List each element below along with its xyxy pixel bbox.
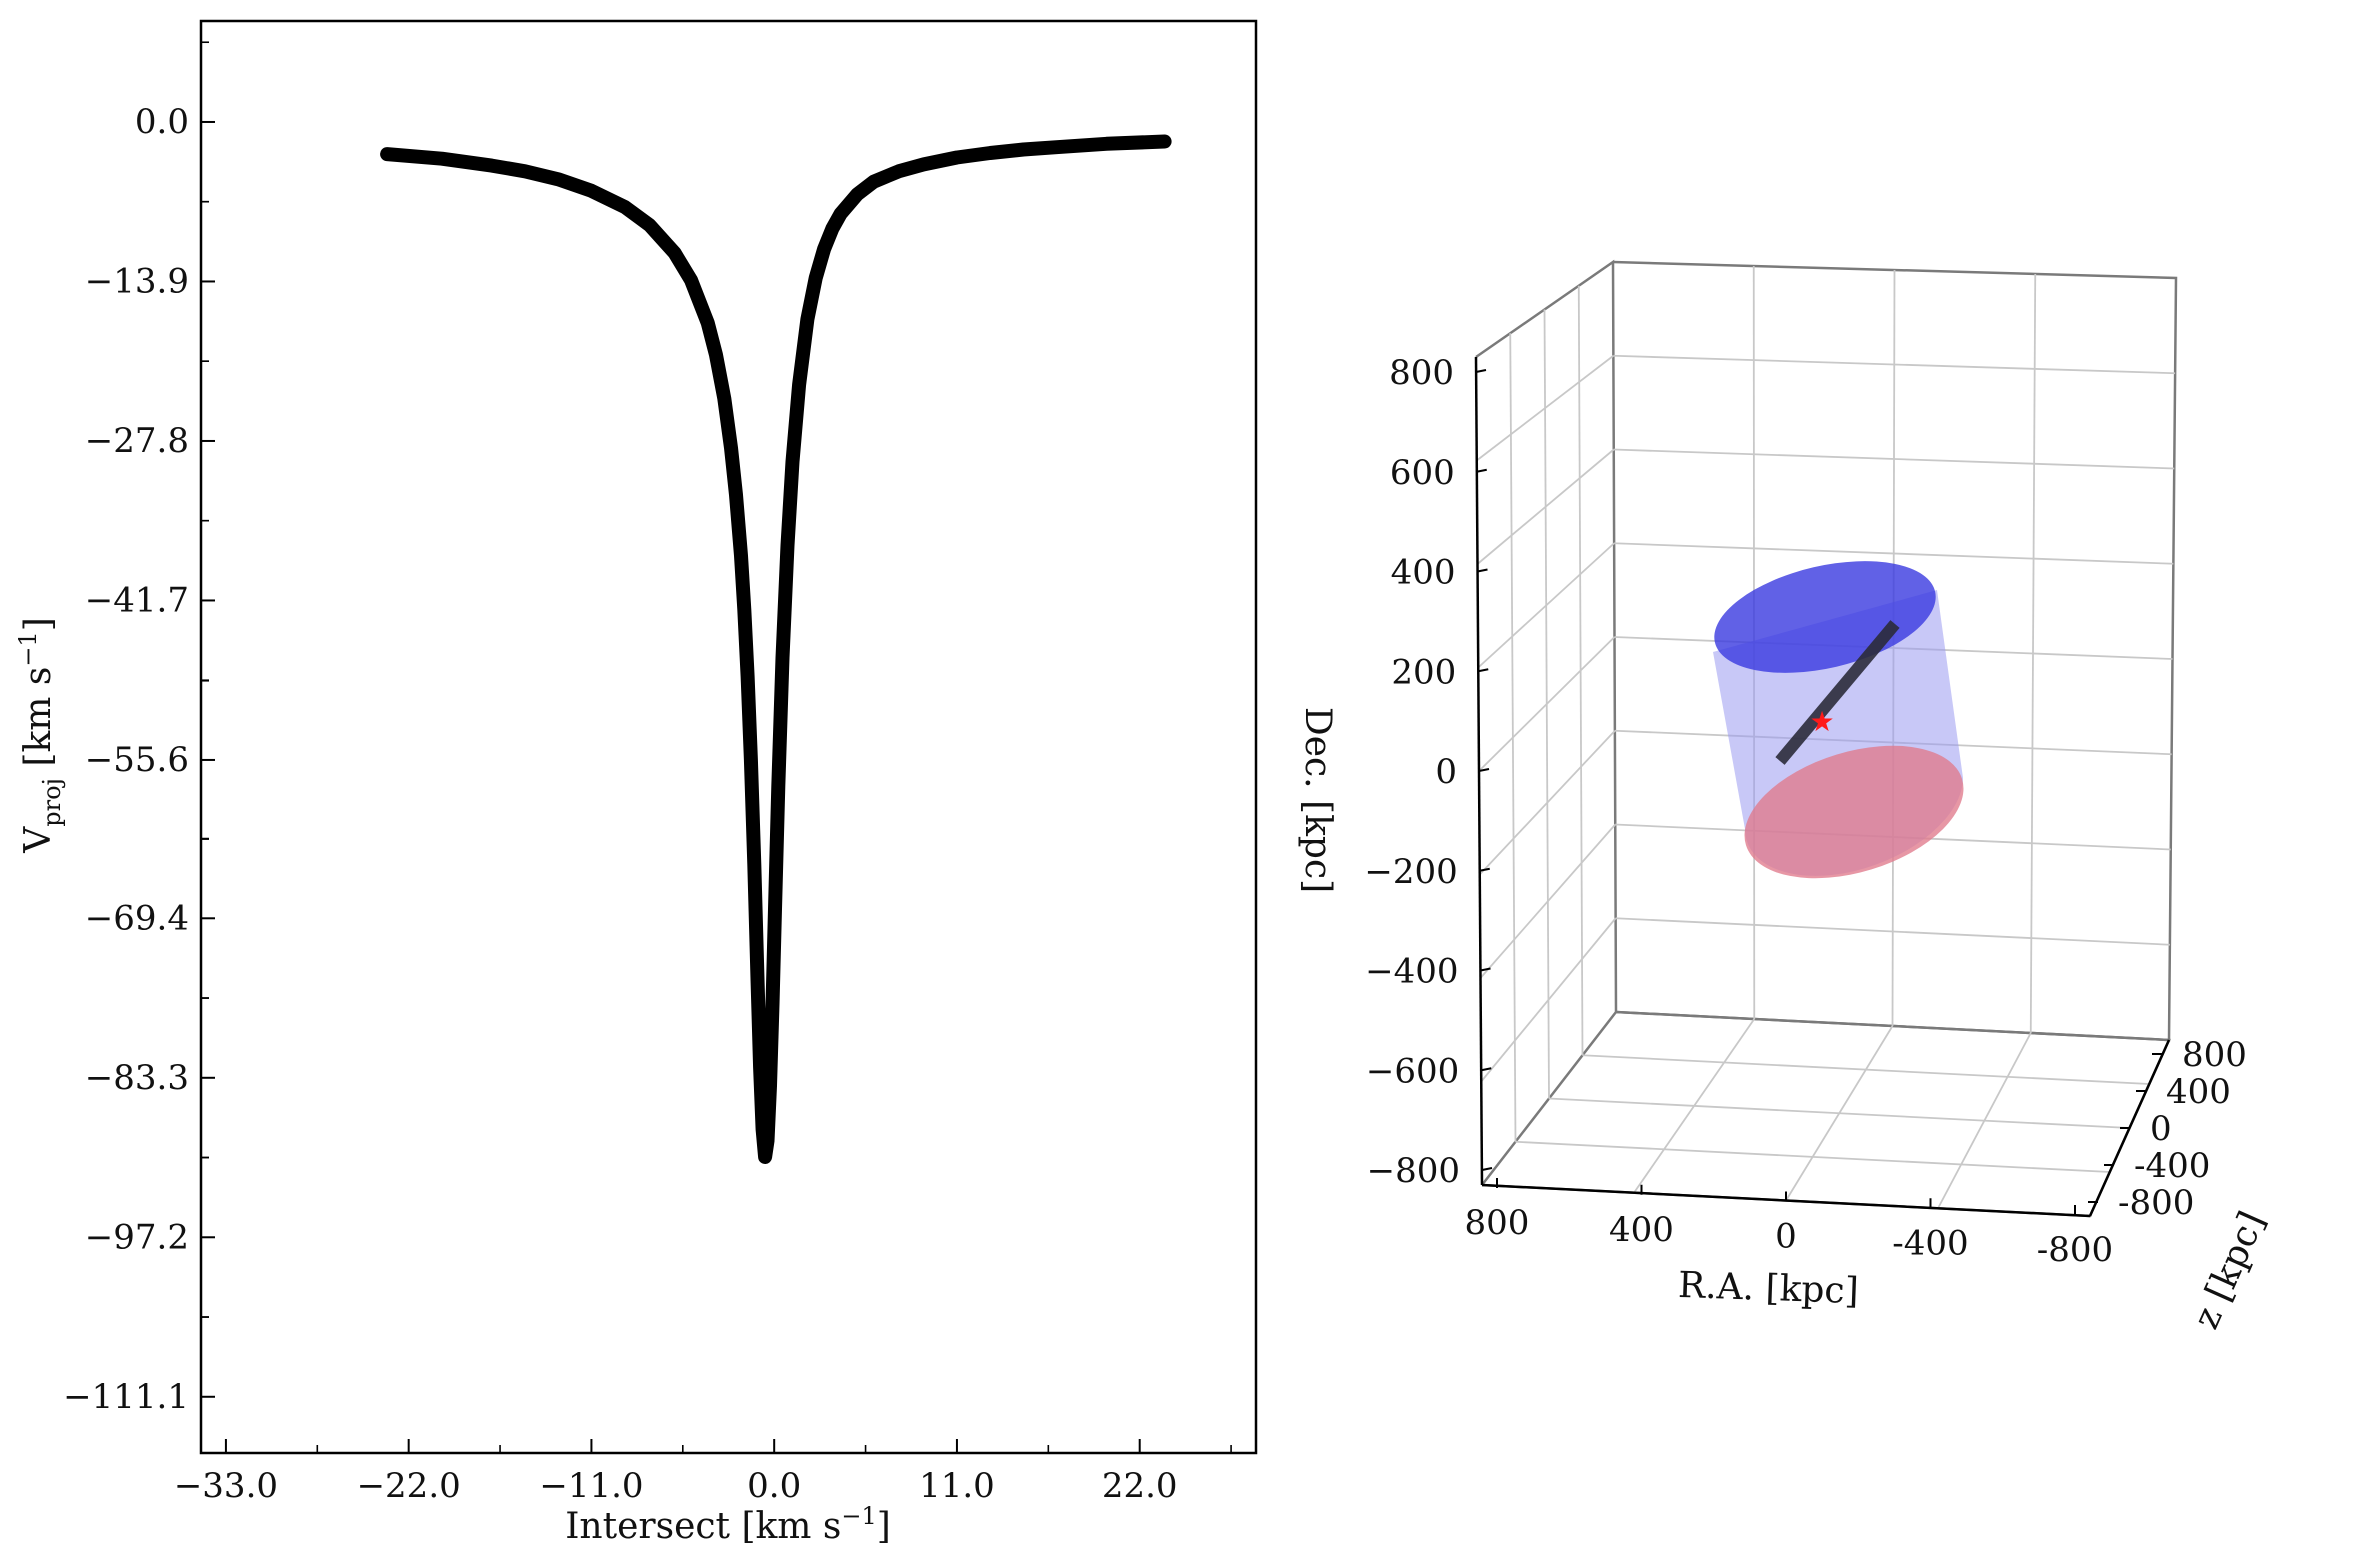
dec-tick-label: 400 bbox=[1391, 553, 1456, 593]
grid-line bbox=[1548, 1097, 2130, 1129]
dec-tick-label: −800 bbox=[1367, 1151, 1460, 1191]
y-tick-label: −13.9 bbox=[85, 261, 189, 301]
dec-tick bbox=[1476, 468, 1487, 473]
grid-line bbox=[1577, 285, 1584, 1056]
vproj-intersect-plot: 0.0 −13.9 −27.8 −41.7 −55.6 −69.4 −83.3 −97.2 −1… bbox=[14, 19, 1258, 1547]
ra-tick-label: -400 bbox=[1892, 1223, 1968, 1263]
ra-axis-label: R.A. [kpc] bbox=[1677, 1265, 1859, 1312]
dec-tick-label: 600 bbox=[1390, 453, 1455, 493]
line-of-sight bbox=[1775, 620, 1900, 765]
x-tick-label: 0.0 bbox=[747, 1466, 801, 1506]
y-axis-label: Vproj [km s−1] bbox=[14, 617, 66, 854]
dec-tick bbox=[1481, 1067, 1492, 1072]
grid-line bbox=[1615, 917, 2170, 946]
x-tick-label: 22.0 bbox=[1102, 1466, 1178, 1506]
z-axis-label: z [kpc] bbox=[2186, 1206, 2274, 1336]
y-tick-labels: 0.0 −13.9 −27.8 −41.7 −55.6 −69.4 −83.3 −97.2 −1… bbox=[63, 102, 189, 1417]
x-tick-labels: −33.0 −22.0 −11.0 0.0 11.0 22.0 bbox=[174, 1466, 1178, 1506]
grid-line bbox=[1613, 354, 2176, 375]
dec-tick-label: −400 bbox=[1365, 952, 1458, 992]
grid-line bbox=[1613, 448, 2175, 470]
x-tick-label: 11.0 bbox=[919, 1466, 995, 1506]
y-tick-label: −97.2 bbox=[85, 1217, 189, 1257]
y-tick-label: −55.6 bbox=[85, 740, 189, 780]
center-star-marker: ★ bbox=[1809, 705, 1834, 738]
y-tick-label: −69.4 bbox=[85, 898, 189, 938]
plot-ticks bbox=[201, 41, 1232, 1453]
y-tick-label: −111.1 bbox=[63, 1377, 189, 1417]
dec-tick bbox=[1478, 668, 1489, 673]
ra-tick-label: 800 bbox=[1465, 1203, 1530, 1243]
dec-tick-label: 800 bbox=[1389, 353, 1454, 393]
ticks-3d bbox=[1475, 369, 2162, 1215]
dec-tick bbox=[1477, 568, 1488, 573]
y-tick-label: −27.8 bbox=[85, 421, 189, 461]
z-tick-label: -800 bbox=[2118, 1183, 2194, 1223]
z-tick-label: 800 bbox=[2182, 1035, 2247, 1075]
ra-tick-label: 0 bbox=[1775, 1217, 1797, 1257]
x-tick-label: −11.0 bbox=[539, 1466, 643, 1506]
dec-tick bbox=[1475, 369, 1487, 373]
dec-tick bbox=[1479, 867, 1490, 872]
z-tick-label: 400 bbox=[2166, 1072, 2231, 1112]
ra-tick-labels: 800 400 0 -400 -800 bbox=[1465, 1203, 2114, 1270]
y-tick-label: −41.7 bbox=[85, 580, 189, 620]
pane-floor bbox=[1481, 1010, 2171, 1218]
grid-line bbox=[1614, 542, 2174, 565]
x-axis-label: Intersect [km s−1] bbox=[565, 1502, 891, 1547]
x-tick-label: −22.0 bbox=[357, 1466, 461, 1506]
cylinder-bottom bbox=[1744, 745, 1964, 879]
ra-tick-label: 400 bbox=[1609, 1210, 1674, 1250]
dec-tick-label: 0 bbox=[1435, 752, 1457, 792]
dec-tick-label: −200 bbox=[1364, 852, 1457, 892]
z-tick-label: 0 bbox=[2150, 1109, 2172, 1149]
x-tick-label: −33.0 bbox=[174, 1466, 278, 1506]
y-tick-label: 0.0 bbox=[135, 102, 189, 142]
grid-line bbox=[1582, 1054, 2150, 1085]
grid-line bbox=[1543, 309, 1550, 1099]
dec-tick-label: −600 bbox=[1366, 1051, 1459, 1091]
vproj-curve bbox=[380, 134, 1172, 1164]
dec-tick-labels: 800 600 400 200 0 −200 −400 −600 −800 bbox=[1364, 353, 1460, 1191]
grid-lines-3d bbox=[1476, 265, 2176, 1209]
dec-axis-label: Dec. [kpc] bbox=[1297, 707, 1338, 893]
dec-tick bbox=[1481, 1167, 1493, 1171]
grid-line bbox=[1509, 333, 1517, 1142]
dec-tick bbox=[1480, 967, 1491, 972]
z-tick-label: -400 bbox=[2134, 1146, 2210, 1186]
plot-frame bbox=[199, 19, 1258, 1455]
y-tick-label: −83.3 bbox=[85, 1058, 189, 1098]
grid-line bbox=[1937, 1032, 2032, 1209]
ra-tick-label: -800 bbox=[2037, 1230, 2113, 1270]
cylinder bbox=[1713, 561, 1964, 879]
dec-tick-label: 200 bbox=[1391, 652, 1456, 692]
dec-tick bbox=[1478, 768, 1490, 772]
